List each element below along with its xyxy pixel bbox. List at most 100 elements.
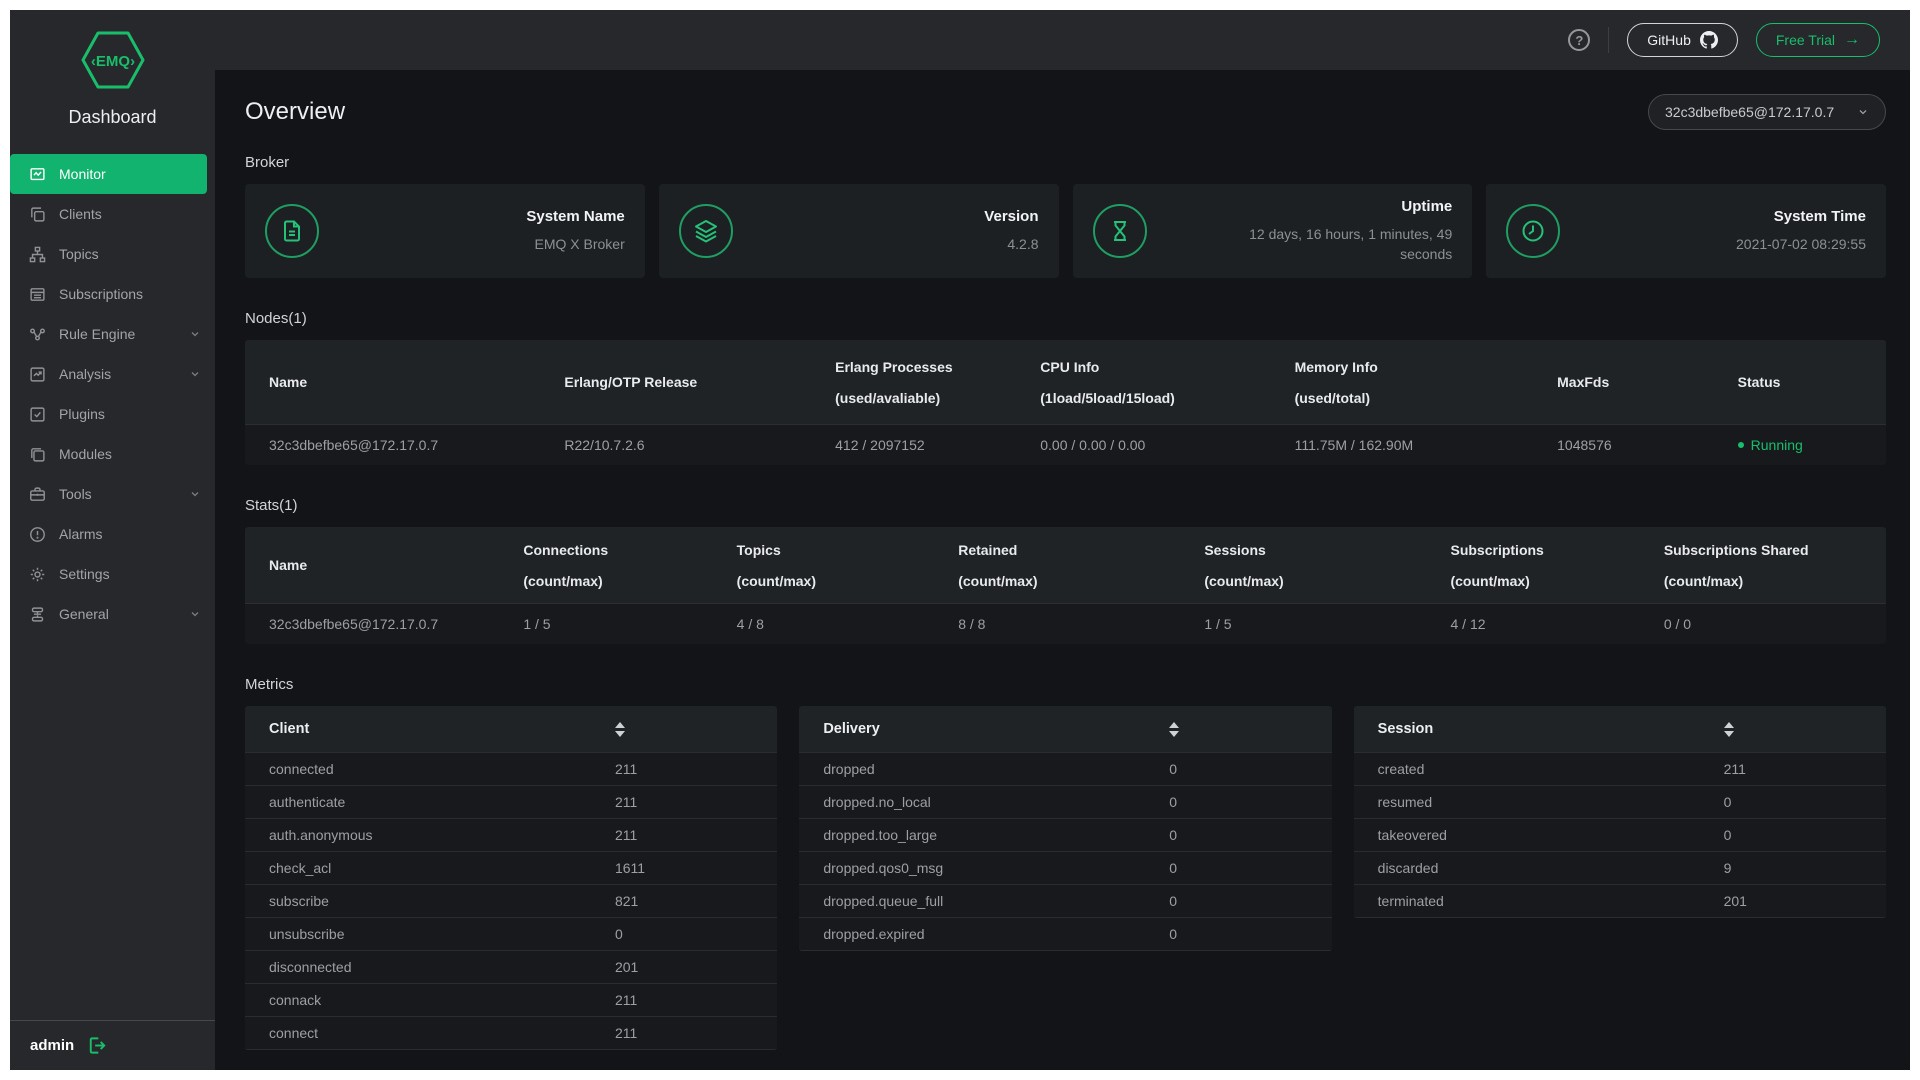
sidebar-item-clients[interactable]: Clients	[10, 194, 215, 234]
metric-name: disconnected	[269, 959, 352, 975]
connections-cell: 1 / 5	[523, 616, 551, 632]
hourglass-icon	[1092, 204, 1147, 258]
stats-table-header: Name Connections (count/max) Topics (count…	[245, 527, 1886, 603]
column-header: Memory Info	[1294, 358, 1378, 375]
metric-value: 0	[614, 926, 623, 942]
sidebar-item-label: Plugins	[59, 406, 105, 422]
emq-logo-text: ‹EMQ›	[90, 53, 134, 70]
sidebar-menu: Monitor Clients Topics Subscriptions	[10, 154, 215, 1020]
node-name-cell: 32c3dbefbe65@172.17.0.7	[269, 437, 439, 453]
broker-section-label: Broker	[245, 154, 290, 171]
free-trial-button[interactable]: Free Trial →	[1755, 23, 1880, 57]
metric-name: dropped.no_local	[823, 794, 931, 810]
metric-name: connect	[269, 1025, 319, 1041]
sidebar-item-settings[interactable]: Settings	[10, 554, 215, 594]
metrics-tables: Client connected 211 authenticate 211 auth…	[245, 706, 1886, 1050]
metric-name: resumed	[1377, 794, 1433, 810]
table-row: discarded 9	[1353, 851, 1886, 884]
column-header: MaxFds	[1557, 374, 1610, 390]
session-metrics-table: Session created 211 resumed 0 takeovered 0 …	[1353, 706, 1886, 918]
help-icon[interactable]: ?	[1568, 29, 1591, 51]
sidebar-item-label: Topics	[59, 246, 99, 262]
overview-content: Overview 32c3dbefbe65@172.17.0.7 Broker …	[215, 70, 1910, 1070]
main-area: ? GitHub Free Trial → Overview 32c3dbefb…	[215, 10, 1910, 1070]
sidebar-item-rule-engine[interactable]: Rule Engine	[10, 314, 215, 354]
status-cell: Running	[1714, 437, 1886, 453]
topbar: ? GitHub Free Trial →	[215, 10, 1910, 70]
cpu-info-cell: 0.00 / 0.00 / 0.00	[1040, 437, 1146, 453]
sessions-cell: 1 / 5	[1204, 616, 1232, 632]
column-subheader: (count/max)	[1204, 572, 1284, 589]
system-name-card: System Name EMQ X Broker	[245, 184, 645, 278]
version-card: Version 4.2.8	[658, 184, 1059, 278]
uptime-card: Uptime 12 days, 16 hours, 1 minutes, 49 …	[1072, 184, 1473, 278]
logout-icon[interactable]	[88, 1036, 107, 1055]
subscriptions-icon	[29, 286, 46, 303]
sidebar-item-label: Analysis	[59, 366, 112, 382]
sidebar-item-analysis[interactable]: Analysis	[10, 354, 215, 394]
subscriptions-shared-cell: 0 / 0	[1663, 616, 1692, 632]
sidebar-item-label: Tools	[59, 486, 92, 502]
sidebar-item-label: Monitor	[59, 166, 106, 182]
table-row: connack 211	[245, 983, 778, 1016]
status-badge: Running	[1750, 437, 1803, 453]
sidebar-item-modules[interactable]: Modules	[10, 434, 215, 474]
metric-name: unsubscribe	[269, 926, 345, 942]
sidebar-item-subscriptions[interactable]: Subscriptions	[10, 274, 215, 314]
nodes-table: Name Erlang/OTP Release Erlang Processes…	[245, 340, 1886, 465]
card-title: Uptime	[1401, 197, 1453, 215]
free-trial-label: Free Trial	[1775, 32, 1835, 48]
topbar-divider	[1608, 27, 1610, 53]
sidebar-item-topics[interactable]: Topics	[10, 234, 215, 274]
node-selector[interactable]: 32c3dbefbe65@172.17.0.7	[1648, 94, 1886, 130]
sort-icon[interactable]	[1169, 721, 1180, 737]
card-title: System Name	[526, 207, 625, 225]
chevron-down-icon	[189, 328, 201, 340]
sort-icon[interactable]	[614, 721, 625, 737]
column-header: Name	[269, 557, 308, 573]
metric-name: takeovered	[1377, 827, 1447, 843]
table-row: dropped.expired 0	[799, 917, 1332, 950]
table-row: unsubscribe 0	[245, 917, 778, 950]
metric-value: 821	[614, 893, 639, 909]
card-value: 12 days, 16 hours, 1 minutes, 49 seconds	[1249, 225, 1453, 262]
column-subheader: (count/max)	[958, 572, 1038, 589]
table-row: connect 211	[245, 1016, 778, 1049]
sidebar-item-tools[interactable]: Tools	[10, 474, 215, 514]
metric-name: dropped	[823, 761, 875, 777]
metric-value: 0	[1169, 893, 1178, 909]
tools-icon	[29, 486, 46, 503]
memory-info-cell: 111.75M / 162.90M	[1294, 437, 1414, 453]
metric-value: 211	[614, 761, 638, 777]
metric-value: 0	[1723, 827, 1732, 843]
subscriptions-cell: 4 / 12	[1450, 616, 1486, 632]
metric-value: 0	[1169, 926, 1178, 942]
metric-value: 0	[1169, 860, 1178, 876]
github-button[interactable]: GitHub	[1627, 23, 1738, 57]
metric-value: 9	[1723, 860, 1732, 876]
delivery-metrics-header: Delivery	[799, 706, 1332, 752]
sort-icon[interactable]	[1723, 721, 1734, 737]
monitor-icon	[29, 166, 46, 183]
chevron-down-icon	[189, 488, 201, 500]
emqx-dashboard-app: ‹EMQ› Dashboard Monitor Clients	[10, 10, 1910, 1070]
metric-name: check_acl	[269, 860, 332, 876]
sidebar-item-alarms[interactable]: Alarms	[10, 514, 215, 554]
stats-table: Name Connections (count/max) Topics (count…	[245, 527, 1886, 644]
sidebar-item-monitor[interactable]: Monitor	[10, 154, 207, 194]
table-row: dropped.queue_full 0	[799, 884, 1332, 917]
chevron-down-icon	[189, 608, 201, 620]
sidebar-item-plugins[interactable]: Plugins	[10, 394, 215, 434]
metrics-section-label: Metrics	[245, 676, 294, 693]
node-selector-value: 32c3dbefbe65@172.17.0.7	[1665, 104, 1835, 120]
table-row: 32c3dbefbe65@172.17.0.7 R22/10.7.2.6 412…	[245, 424, 1886, 465]
arrow-right-icon: →	[1844, 31, 1860, 48]
column-header: CPU Info	[1040, 358, 1100, 375]
metric-value: 211	[614, 827, 638, 843]
column-header: Sessions	[1204, 541, 1266, 558]
table-row: created 211	[1353, 752, 1886, 785]
sidebar-item-general[interactable]: General	[10, 594, 215, 634]
column-header: Retained	[958, 541, 1018, 558]
topics-icon	[29, 246, 46, 263]
maxfds-cell: 1048576	[1557, 437, 1612, 453]
